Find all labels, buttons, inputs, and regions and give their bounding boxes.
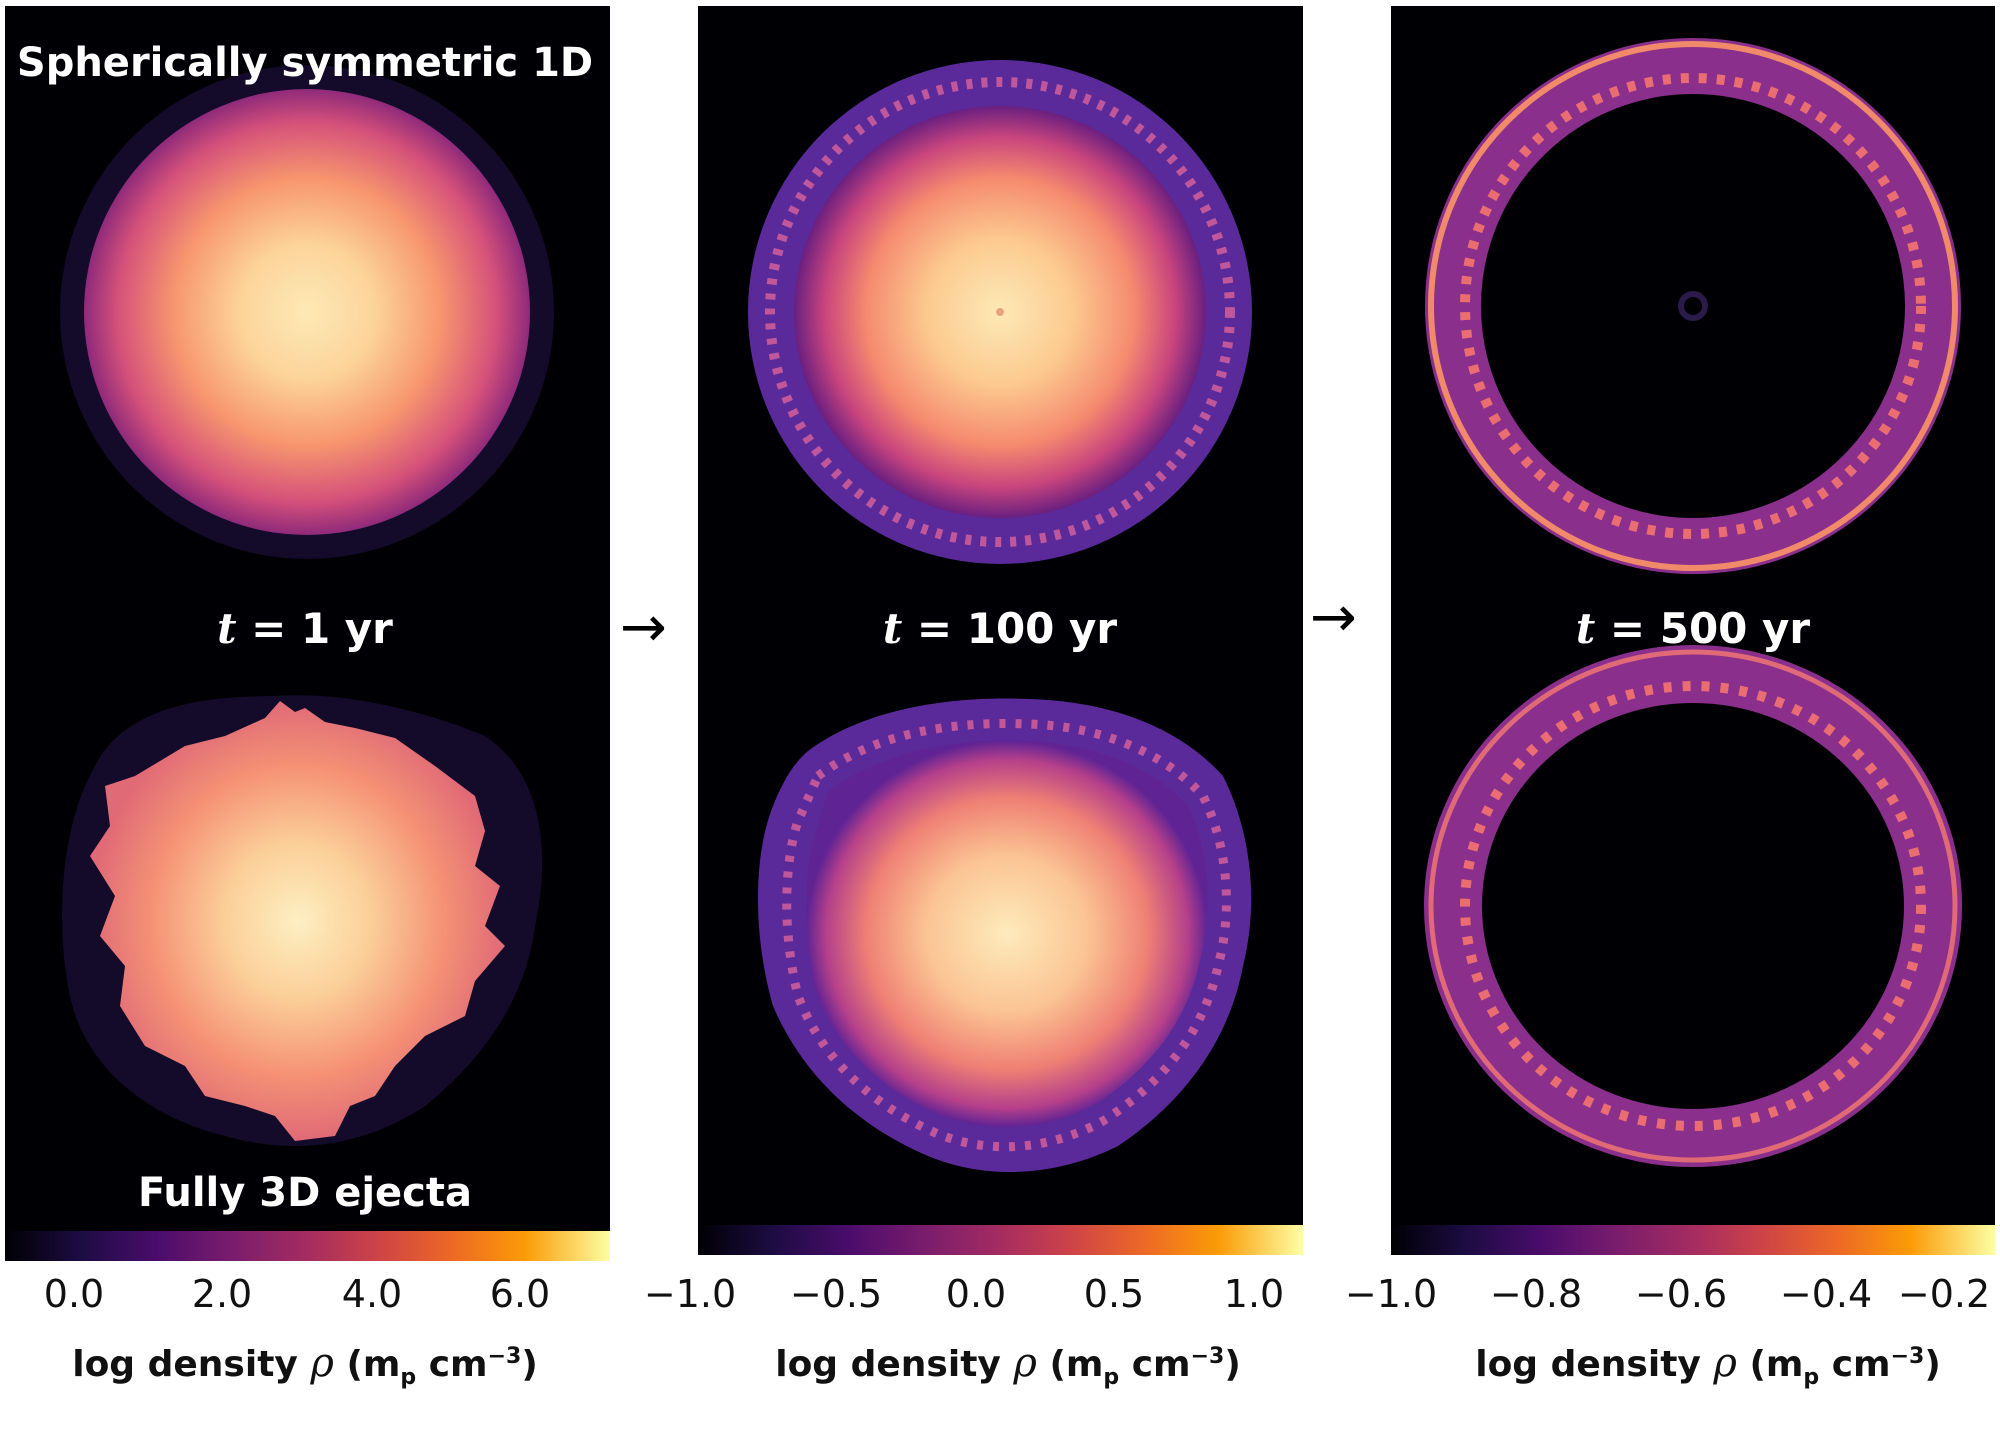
cb-tick-label: 0.0 bbox=[945, 1272, 1007, 1316]
shell-edge-3d-t500 bbox=[1428, 649, 1958, 1163]
center-dot-t100 bbox=[996, 308, 1004, 316]
cb-unit: (m bbox=[1736, 1344, 1804, 1385]
colorbar-title-t100: log density ρ (mp cm−3) bbox=[775, 1340, 1241, 1390]
cb-unit-mid: cm bbox=[1119, 1344, 1191, 1385]
cb-unit-close: ) bbox=[1224, 1344, 1241, 1385]
cb-unit-close: ) bbox=[521, 1344, 538, 1385]
colorbar-t100 bbox=[698, 1225, 1303, 1255]
center-remnant-t500 bbox=[1678, 291, 1708, 321]
colorbar-title-t500: log density ρ (mp cm−3) bbox=[1475, 1340, 1941, 1390]
cb-unit-sup: −3 bbox=[487, 1344, 522, 1369]
shell-outer-3d-t500 bbox=[1424, 645, 1962, 1167]
cb-tick-label: 6.0 bbox=[489, 1272, 551, 1316]
cb-title-prefix: log density bbox=[72, 1344, 311, 1385]
colorbar-t1 bbox=[5, 1231, 610, 1261]
panel-t1: Spherically symmetric 1D t = 1 yr Fully … bbox=[5, 6, 610, 1261]
colorbar-t500 bbox=[1391, 1225, 1995, 1255]
time-value: = 500 yr bbox=[1595, 604, 1811, 653]
cb-tick-label: −1.0 bbox=[643, 1272, 737, 1316]
cb-tick-label: 4.0 bbox=[341, 1272, 403, 1316]
shell-bright-3d-t500 bbox=[1460, 681, 1926, 1131]
fingers-3d-t100 bbox=[782, 719, 1231, 1152]
time-label-t1: t = 1 yr bbox=[217, 604, 393, 653]
colorbar-title-t1: log density ρ (mp cm−3) bbox=[72, 1340, 538, 1390]
ejecta-3d-t1 bbox=[90, 701, 505, 1141]
panel-t500: t = 500 yr bbox=[1391, 6, 1995, 1255]
label-1d: Spherically symmetric 1D bbox=[16, 40, 594, 86]
time-var: t bbox=[1575, 604, 1596, 653]
panel-t100: t = 100 yr bbox=[698, 6, 1303, 1255]
cb-tick-label: 0.5 bbox=[1083, 1272, 1145, 1316]
cb-unit: (m bbox=[333, 1344, 401, 1385]
cb-tick-label: −0.6 bbox=[1634, 1272, 1728, 1316]
label-3d: Fully 3D ejecta bbox=[138, 1170, 472, 1216]
cb-tick-label: −0.2 bbox=[1897, 1272, 1991, 1316]
cb-unit-mid: cm bbox=[416, 1344, 488, 1385]
cb-title-prefix: log density bbox=[775, 1344, 1014, 1385]
time-value: = 100 yr bbox=[902, 604, 1118, 653]
rho-symbol: ρ bbox=[1013, 1340, 1037, 1386]
cb-unit-sub: p bbox=[400, 1365, 417, 1391]
density-maps-t1 bbox=[60, 65, 554, 1146]
density-maps-t100 bbox=[748, 60, 1252, 1173]
cb-unit-mid: cm bbox=[1819, 1344, 1891, 1385]
cb-tick-label: 2.0 bbox=[191, 1272, 253, 1316]
sphere-1d-t1 bbox=[84, 89, 530, 535]
cb-unit: (m bbox=[1036, 1344, 1104, 1385]
ejecta-3d-t100 bbox=[806, 740, 1208, 1128]
cb-unit-close: ) bbox=[1924, 1344, 1941, 1385]
density-maps-t500 bbox=[1424, 38, 1962, 1167]
cb-tick-label: −1.0 bbox=[1344, 1272, 1438, 1316]
time-value: = 1 yr bbox=[236, 604, 393, 653]
rho-symbol: ρ bbox=[1713, 1340, 1737, 1386]
cb-tick-label: −0.8 bbox=[1489, 1272, 1583, 1316]
cb-unit-sub: p bbox=[1103, 1365, 1120, 1391]
time-var: t bbox=[217, 604, 237, 653]
shell-edge-1d-t500 bbox=[1428, 41, 1958, 571]
cb-tick-label: −0.4 bbox=[1779, 1272, 1873, 1316]
fingers-ring-1d-t100 bbox=[765, 77, 1235, 547]
cb-unit-sub: p bbox=[1803, 1365, 1820, 1391]
shell-bright-1d-t500 bbox=[1460, 73, 1926, 539]
cb-tick-label: 0.0 bbox=[43, 1272, 105, 1316]
arrow-icon-2: → bbox=[1310, 585, 1357, 650]
time-var: t bbox=[882, 604, 903, 653]
cb-title-prefix: log density bbox=[1475, 1344, 1714, 1385]
time-label-t100: t = 100 yr bbox=[883, 604, 1117, 653]
cb-tick-label: −0.5 bbox=[789, 1272, 883, 1316]
rho-symbol: ρ bbox=[310, 1340, 334, 1386]
arrow-icon-1: → bbox=[620, 595, 667, 660]
time-label-t500: t = 500 yr bbox=[1576, 604, 1810, 653]
cb-unit-sup: −3 bbox=[1890, 1344, 1925, 1369]
shell-outer-1d-t500 bbox=[1425, 38, 1961, 574]
cb-tick-label: 1.0 bbox=[1223, 1272, 1285, 1316]
cb-unit-sup: −3 bbox=[1190, 1344, 1225, 1369]
